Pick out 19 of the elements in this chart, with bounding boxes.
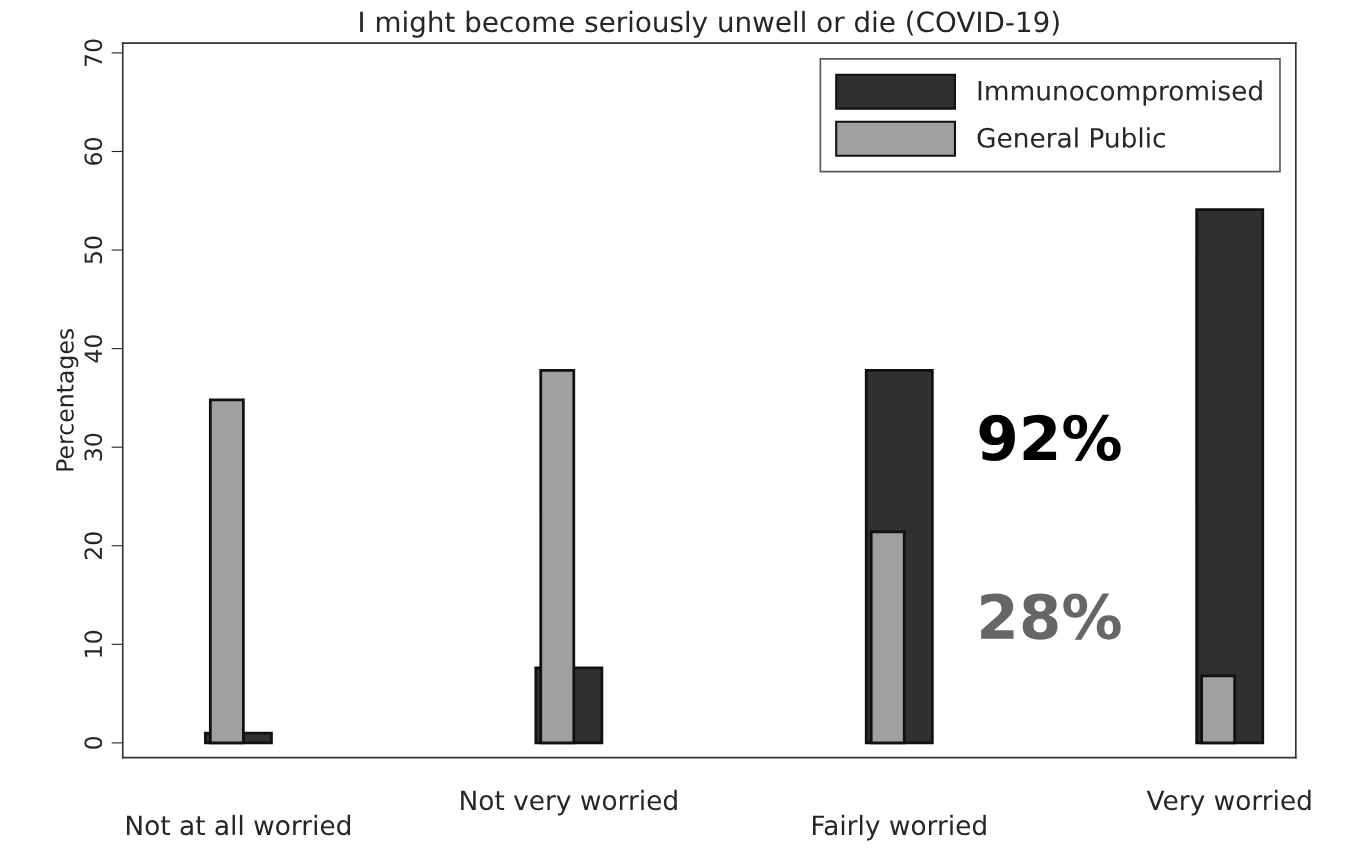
y-tick-label: 70 [84,39,103,66]
chart-title: I might become seriously unwell or die (COVID-19) [360,10,1059,38]
legend-label: Immunocompromised [978,80,1262,106]
bar [1195,208,1265,745]
y-tick-label: 60 [84,138,103,165]
annotation: 92% [979,414,1121,461]
y-tick-label: 20 [84,532,103,560]
x-tick-label: Very worried [1146,789,1311,816]
y-tick-label: 0 [84,736,103,749]
x-tick-label: Fairly worried [813,814,986,841]
legend-label: General Public [977,127,1165,148]
annotation: 28% [981,593,1121,640]
x-tick-label: Not very worried [461,789,677,816]
x-tick-label: Not at all worried [126,814,351,836]
y-tick-label: 50 [84,236,103,264]
y-tick-label: 40 [84,335,103,363]
y-tick-label: 30 [84,433,103,461]
y-tick-label: 10 [84,630,103,657]
y-axis-title: Percentages [56,328,79,471]
